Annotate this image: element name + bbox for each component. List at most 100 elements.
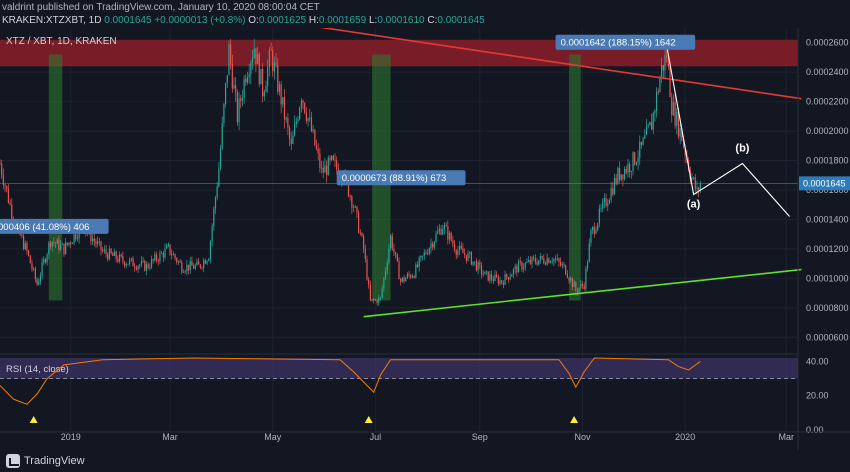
candle-down (395, 252, 397, 255)
y-tick-label: 0.0001200 (806, 244, 849, 254)
candle-down (410, 275, 412, 278)
candle-down (565, 265, 567, 275)
candle-down (262, 68, 264, 97)
measure-label: 0.0000673 (88.91%) 673 (342, 173, 447, 184)
candle-up (602, 201, 604, 209)
candle-down (53, 241, 55, 243)
candle-up (442, 228, 444, 235)
candle-down (347, 180, 350, 197)
rsi-marker-icon (364, 416, 373, 423)
candle-down (566, 274, 568, 278)
low-label: L: (368, 15, 378, 26)
candle-down (157, 260, 159, 262)
candle-down (453, 243, 456, 251)
candle-down (66, 242, 68, 245)
candle-down (329, 157, 331, 160)
candle-up (459, 245, 461, 251)
candle-up (448, 232, 451, 240)
candle-down (625, 169, 627, 173)
candle-down (9, 202, 11, 205)
candle-up (389, 235, 392, 249)
candle-down (95, 241, 97, 245)
candle-down (90, 228, 92, 242)
candle-down (6, 185, 8, 189)
candle-up (223, 103, 225, 123)
candle-up (292, 135, 294, 144)
candle-up (595, 229, 597, 234)
candle-up (263, 91, 265, 97)
candle-down (400, 279, 402, 282)
candle-up (164, 248, 166, 258)
candle-down (349, 196, 351, 198)
candle-down (155, 254, 158, 261)
candle-up (573, 282, 575, 287)
candle-down (502, 282, 504, 285)
candle-up (504, 274, 506, 285)
candle-down (351, 196, 353, 208)
candle-down (534, 258, 536, 263)
candle-up (48, 242, 50, 255)
candle-up (556, 258, 558, 260)
candle-down (100, 241, 102, 251)
tradingview-logo[interactable]: TradingView (6, 454, 85, 468)
candle-down (480, 265, 483, 275)
candle-up (672, 102, 675, 116)
candle-down (470, 252, 472, 265)
candle-down (568, 277, 570, 281)
candle-down (490, 274, 493, 280)
candle-down (240, 98, 242, 101)
candle-up (250, 62, 252, 75)
candle-down (283, 97, 286, 120)
candle-up (531, 257, 533, 264)
candle-down (49, 242, 52, 247)
low-value: 0.0001610 (377, 15, 425, 26)
candle-up (539, 255, 542, 261)
candle-down (193, 265, 195, 269)
candle-up (256, 53, 259, 65)
candle-up (639, 141, 641, 158)
candle-down (618, 167, 621, 180)
last-price: 0.0001645 (104, 15, 152, 26)
y-tick-label: 0.0000600 (806, 332, 849, 342)
y-tick-label: 0.0002200 (806, 97, 849, 107)
candle-down (369, 284, 371, 301)
candle-up (113, 251, 116, 256)
measure-label: 0.0000406 (41.08%) 406 (0, 222, 89, 233)
candle-down (191, 261, 193, 266)
candle-down (272, 50, 274, 72)
candle-down (290, 139, 292, 144)
chart-header: valdrint published on TradingView.com, J… (0, 0, 850, 28)
candle-down (22, 236, 25, 250)
candle-up (635, 162, 637, 165)
candle-down (376, 299, 378, 304)
price-chart[interactable]: (a) (b) 0.0000406 (41.08%) 406 0.0000673 (8… (0, 28, 850, 450)
candle-down (181, 262, 183, 273)
rsi-line (0, 357, 701, 405)
candle-up (285, 118, 287, 120)
candle-down (548, 258, 550, 263)
candle-up (209, 241, 212, 260)
candle-down (162, 253, 164, 258)
candle-down (29, 255, 31, 264)
candle-up (150, 259, 153, 268)
candle-down (63, 243, 65, 255)
candle-up (327, 157, 329, 176)
candle-down (684, 146, 686, 156)
candle-down (34, 268, 36, 279)
candle-up (73, 234, 75, 243)
candle-down (460, 245, 462, 249)
candle-down (107, 254, 109, 260)
candle-down (698, 187, 700, 191)
candle-up (233, 85, 235, 89)
candle-down (533, 257, 535, 259)
candle-down (487, 271, 489, 281)
candle-up (696, 187, 698, 189)
x-tick-label: Mar (778, 432, 794, 442)
candle-up (130, 258, 132, 260)
candle-down (669, 66, 671, 98)
candle-down (373, 299, 375, 301)
candle-down (2, 175, 4, 185)
candle-down (479, 262, 481, 266)
candle-down (634, 152, 636, 165)
candle-up (320, 167, 323, 169)
